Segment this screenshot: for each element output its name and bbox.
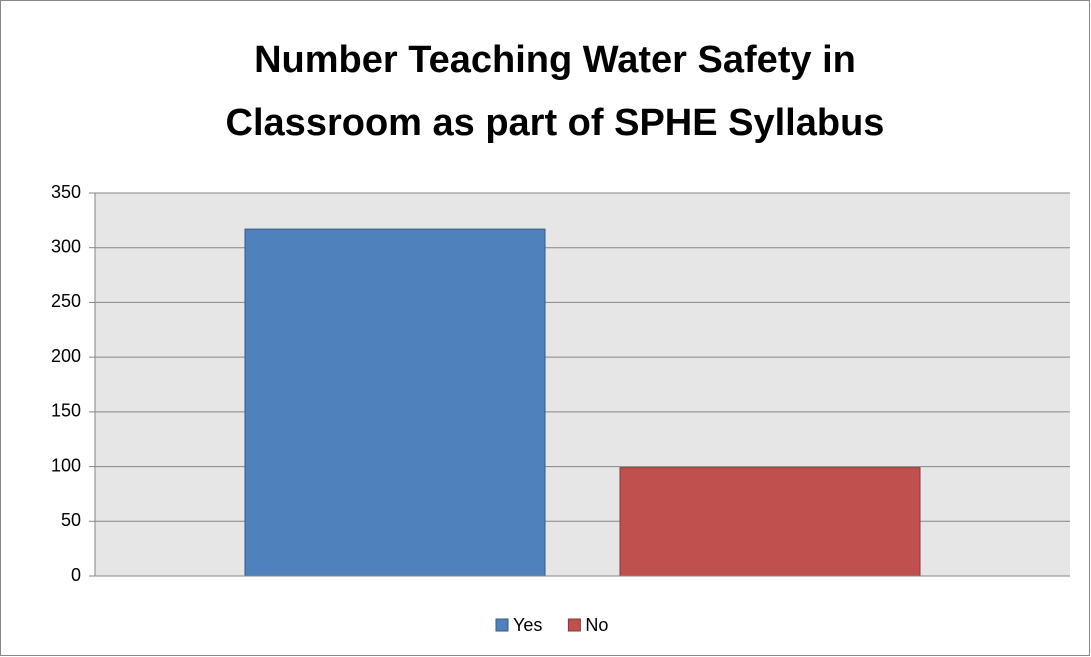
plot-area	[95, 193, 1070, 576]
chart-title: Number Teaching Water Safety in	[254, 39, 856, 81]
bar	[244, 228, 546, 577]
y-tick-label: 250	[51, 291, 81, 311]
y-tick-label: 50	[61, 510, 81, 530]
y-tick-label: 200	[51, 346, 81, 366]
legend-swatch	[567, 618, 581, 632]
y-tick-label: 350	[51, 182, 81, 202]
y-tick-label: 0	[71, 565, 81, 585]
chart-title: Classroom as part of SPHE Syllabus	[226, 102, 885, 144]
legend-swatch	[495, 618, 509, 632]
legend-label: Yes	[513, 615, 542, 635]
y-tick-label: 150	[51, 401, 81, 421]
y-tick-label: 100	[51, 455, 81, 475]
legend-label: No	[585, 615, 608, 635]
bar	[619, 467, 921, 577]
y-tick-label: 300	[51, 236, 81, 256]
